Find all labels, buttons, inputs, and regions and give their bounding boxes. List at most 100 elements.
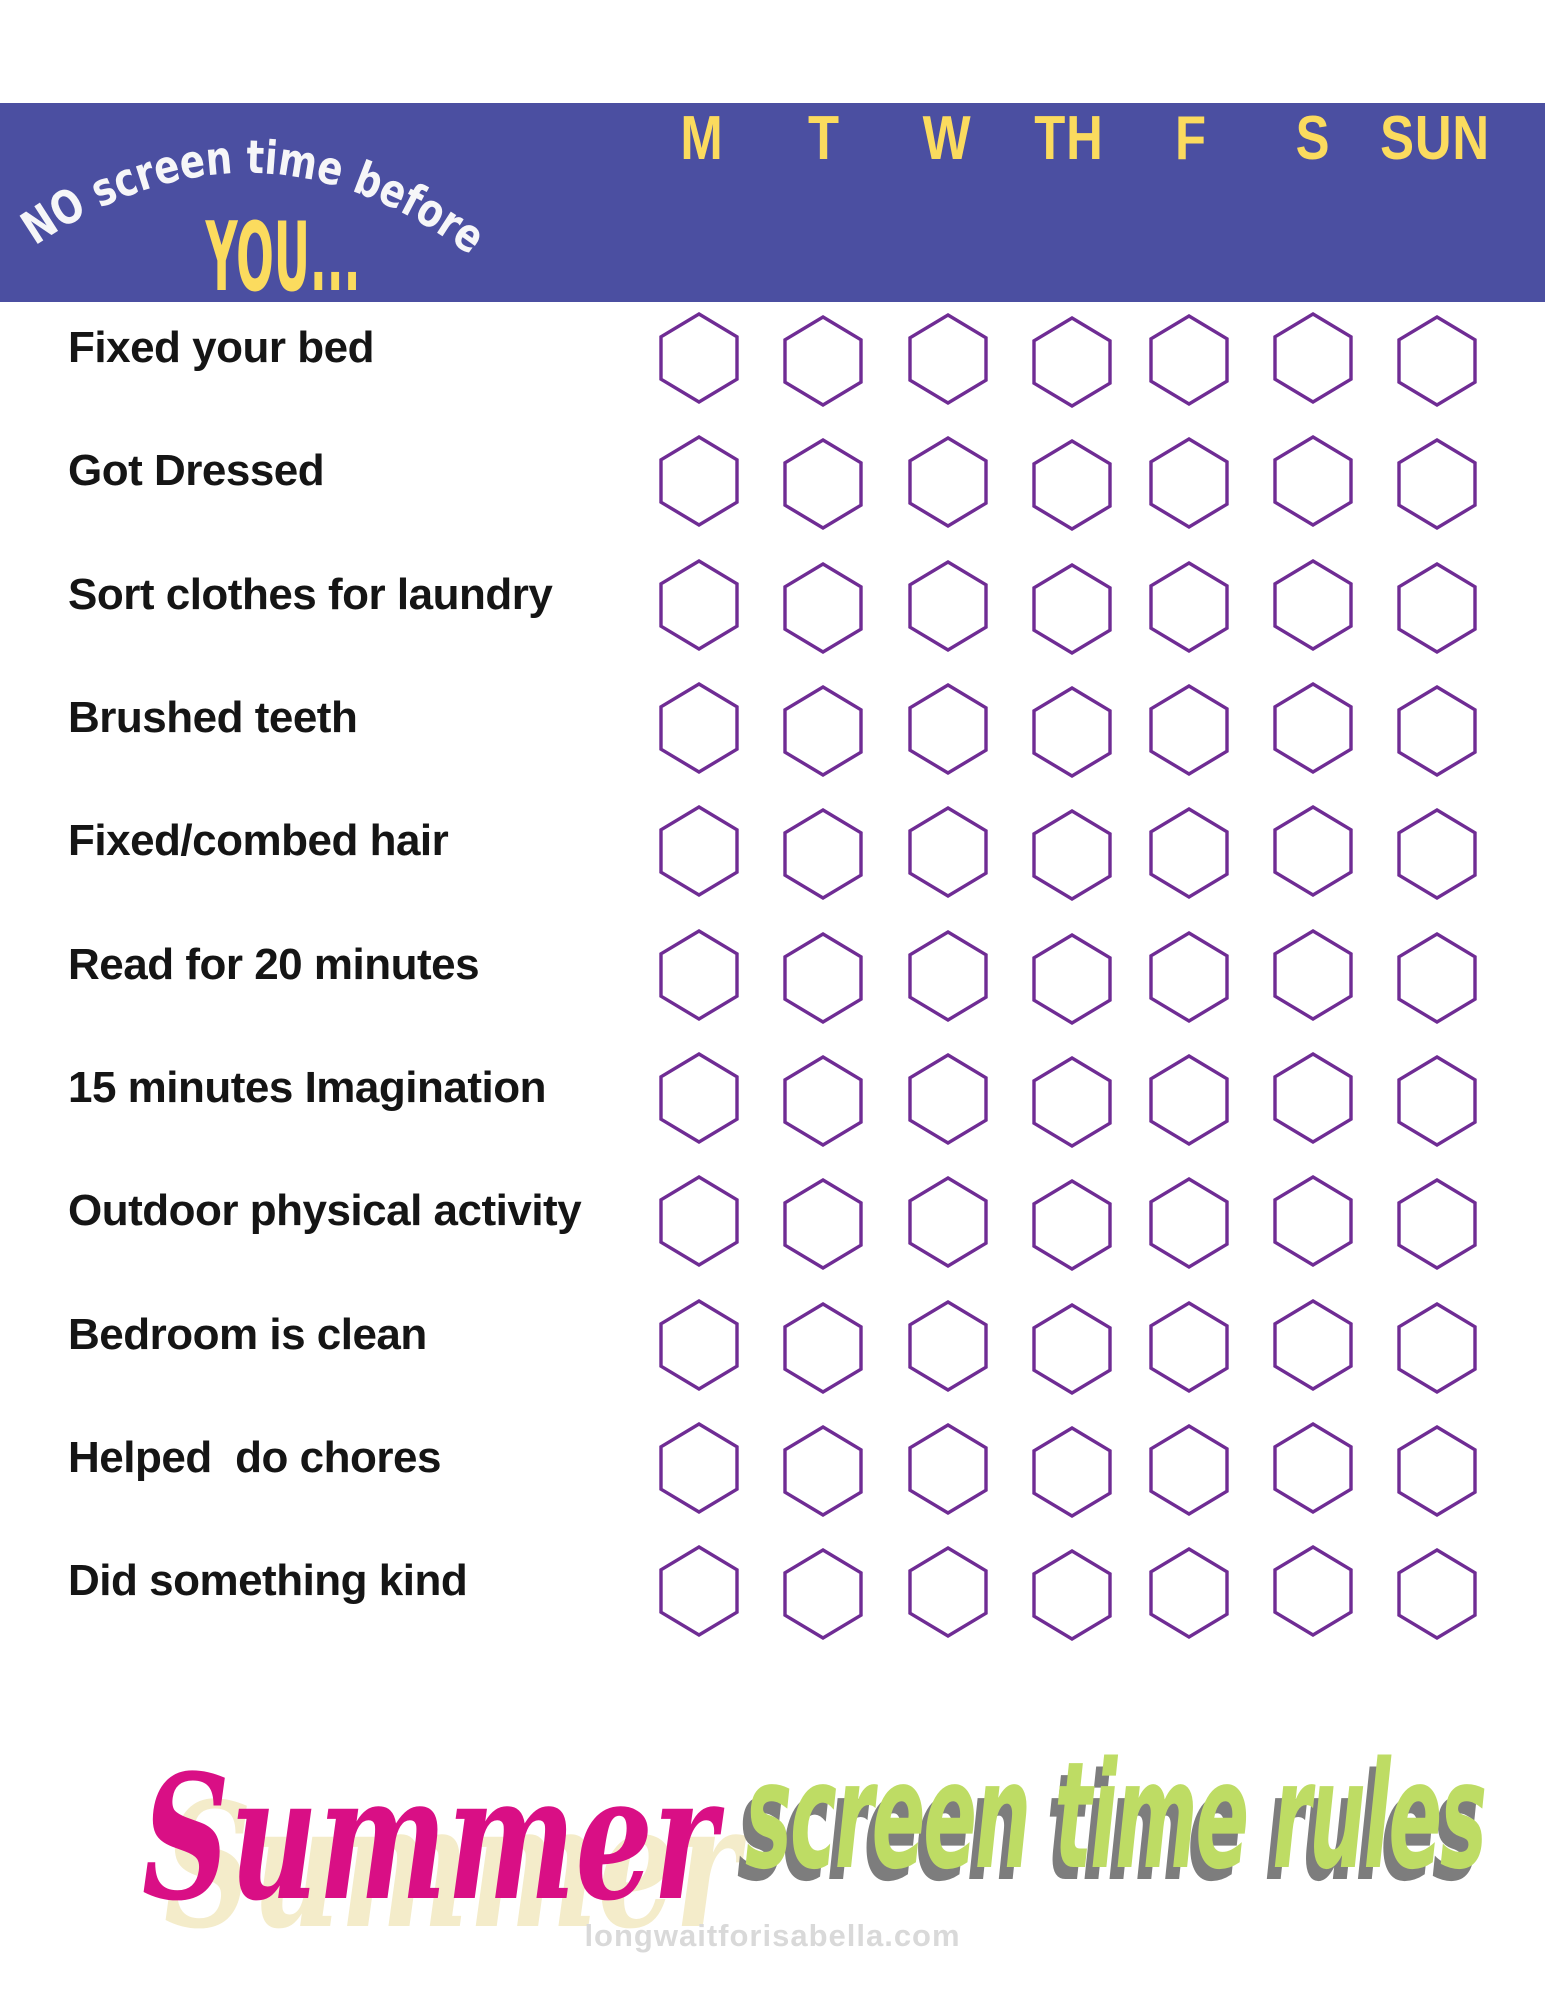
hexagon-checkbox[interactable] bbox=[1149, 931, 1229, 1023]
hexagon-checkbox[interactable] bbox=[659, 1175, 739, 1267]
hexagon-checkbox[interactable] bbox=[1273, 929, 1353, 1021]
hexagon-checkbox[interactable] bbox=[1032, 316, 1112, 408]
chore-label: Brushed teeth bbox=[68, 693, 358, 742]
hexagon-checkbox[interactable] bbox=[908, 313, 988, 405]
hexagon-checkbox[interactable] bbox=[1397, 562, 1477, 654]
hexagon-checkbox[interactable] bbox=[908, 1300, 988, 1392]
summer-script-text: Summer bbox=[142, 1736, 725, 1939]
banner-subject-text: YOU... bbox=[205, 203, 360, 313]
day-header-w: W bbox=[922, 104, 972, 173]
hexagon-checkbox[interactable] bbox=[1149, 314, 1229, 406]
hexagon-checkbox[interactable] bbox=[1397, 315, 1477, 407]
hexagon-checkbox[interactable] bbox=[908, 1546, 988, 1638]
website-watermark: longwaitforisabella.com bbox=[584, 1918, 961, 1953]
rules-script-text: screen time rules bbox=[745, 1730, 1485, 1902]
hexagon-checkbox[interactable] bbox=[1273, 805, 1353, 897]
hexagon-checkbox[interactable] bbox=[1273, 682, 1353, 774]
hexagon-checkbox[interactable] bbox=[908, 683, 988, 775]
hexagon-checkbox[interactable] bbox=[783, 1055, 863, 1147]
hexagon-checkbox[interactable] bbox=[1032, 1179, 1112, 1271]
hexagon-checkbox[interactable] bbox=[1149, 1547, 1229, 1639]
screen-time-rules-script: screen time rules screen time rules bbox=[737, 1730, 1489, 1914]
hexagon-checkbox[interactable] bbox=[659, 1545, 739, 1637]
hexagon-checkbox[interactable] bbox=[659, 1052, 739, 1144]
hexagon-checkbox[interactable] bbox=[1397, 1548, 1477, 1640]
hexagon-checkbox[interactable] bbox=[1032, 686, 1112, 778]
hexagon-checkbox[interactable] bbox=[783, 1425, 863, 1517]
hexagon-checkbox[interactable] bbox=[783, 932, 863, 1024]
hexagon-checkbox[interactable] bbox=[1149, 684, 1229, 776]
hexagon-checkbox[interactable] bbox=[659, 312, 739, 404]
chore-label: Bedroom is clean bbox=[68, 1310, 427, 1359]
chore-label: Helped do chores bbox=[68, 1433, 441, 1482]
hexagon-checkbox[interactable] bbox=[1149, 1054, 1229, 1146]
hexagon-checkbox[interactable] bbox=[783, 808, 863, 900]
hexagon-checkbox[interactable] bbox=[908, 930, 988, 1022]
hexagon-checkbox[interactable] bbox=[1149, 437, 1229, 529]
hexagon-checkbox[interactable] bbox=[1397, 808, 1477, 900]
hexagon-checkbox[interactable] bbox=[1273, 1422, 1353, 1514]
header-banner: NO screen time before YOU... bbox=[0, 103, 1545, 313]
hexagon-checkbox[interactable] bbox=[1149, 561, 1229, 653]
hexagon-checkbox[interactable] bbox=[1032, 1426, 1112, 1518]
hexagon-checkbox[interactable] bbox=[783, 438, 863, 530]
hexagon-checkbox[interactable] bbox=[659, 682, 739, 774]
hexagon-checkbox[interactable] bbox=[1397, 932, 1477, 1024]
hexagon-checkbox[interactable] bbox=[1273, 1175, 1353, 1267]
hexagon-checkbox[interactable] bbox=[1032, 563, 1112, 655]
hexagon-checkbox[interactable] bbox=[659, 435, 739, 527]
hexagon-checkbox[interactable] bbox=[1032, 1303, 1112, 1395]
hexagon-checkbox[interactable] bbox=[1397, 1055, 1477, 1147]
hexagon-checkbox[interactable] bbox=[1273, 1052, 1353, 1144]
hexagon-checkbox[interactable] bbox=[1032, 809, 1112, 901]
chore-label: Read for 20 minutes bbox=[68, 940, 480, 989]
hexagon-checkbox[interactable] bbox=[783, 1548, 863, 1640]
hexagon-checkbox[interactable] bbox=[783, 315, 863, 407]
hexagon-checkbox[interactable] bbox=[1273, 435, 1353, 527]
hexagon-checkbox[interactable] bbox=[908, 560, 988, 652]
chore-label: Fixed/combed hair bbox=[68, 816, 449, 865]
hexagon-checkbox[interactable] bbox=[1397, 685, 1477, 777]
chore-label: Fixed your bed bbox=[68, 323, 374, 372]
day-header-f: F bbox=[1175, 104, 1207, 173]
summer-script-shadow: Summer bbox=[164, 1764, 747, 1967]
hexagon-checkbox[interactable] bbox=[1149, 807, 1229, 899]
hexagon-checkbox[interactable] bbox=[783, 1302, 863, 1394]
hexagon-checkbox[interactable] bbox=[908, 1176, 988, 1268]
summer-script: Summer Summer bbox=[142, 1736, 747, 1967]
hexagon-checkbox[interactable] bbox=[1273, 1299, 1353, 1391]
hexagon-checkbox[interactable] bbox=[659, 805, 739, 897]
day-header-sun: SUN bbox=[1380, 104, 1490, 173]
hexagon-checkbox[interactable] bbox=[1149, 1424, 1229, 1516]
hexagon-checkbox[interactable] bbox=[659, 1299, 739, 1391]
hexagon-checkbox[interactable] bbox=[783, 1178, 863, 1270]
hexagon-checkbox[interactable] bbox=[1273, 312, 1353, 404]
hexagon-checkbox[interactable] bbox=[908, 436, 988, 528]
hexagon-checkbox[interactable] bbox=[1397, 1425, 1477, 1517]
hexagon-checkbox[interactable] bbox=[1397, 438, 1477, 530]
hexagon-checkbox[interactable] bbox=[1273, 1545, 1353, 1637]
chore-label: Got Dressed bbox=[68, 446, 325, 495]
banner-script-art: NO screen time before YOU... bbox=[12, 130, 496, 313]
hexagon-checkbox[interactable] bbox=[908, 1423, 988, 1515]
hexagon-checkbox[interactable] bbox=[908, 1053, 988, 1145]
hexagon-checkbox[interactable] bbox=[659, 559, 739, 651]
hexagon-checkbox[interactable] bbox=[783, 685, 863, 777]
hexagon-checkbox[interactable] bbox=[1032, 933, 1112, 1025]
hexagon-checkbox[interactable] bbox=[1032, 1549, 1112, 1641]
hexagon-checkbox[interactable] bbox=[659, 1422, 739, 1514]
chore-label: Outdoor physical activity bbox=[68, 1186, 582, 1235]
hexagon-checkbox[interactable] bbox=[659, 929, 739, 1021]
chore-label: 15 minutes Imagination bbox=[68, 1063, 546, 1112]
hexagon-checkbox[interactable] bbox=[908, 806, 988, 898]
chore-label: Sort clothes for laundry bbox=[68, 570, 553, 619]
hexagon-checkbox[interactable] bbox=[1397, 1302, 1477, 1394]
hexagon-checkbox[interactable] bbox=[783, 562, 863, 654]
hexagon-checkbox[interactable] bbox=[1032, 439, 1112, 531]
hexagon-checkbox[interactable] bbox=[1149, 1301, 1229, 1393]
hexagon-checkbox[interactable] bbox=[1032, 1056, 1112, 1148]
hexagon-checkbox[interactable] bbox=[1273, 559, 1353, 651]
hexagon-checkbox[interactable] bbox=[1397, 1178, 1477, 1270]
hexagon-checkbox[interactable] bbox=[1149, 1177, 1229, 1269]
